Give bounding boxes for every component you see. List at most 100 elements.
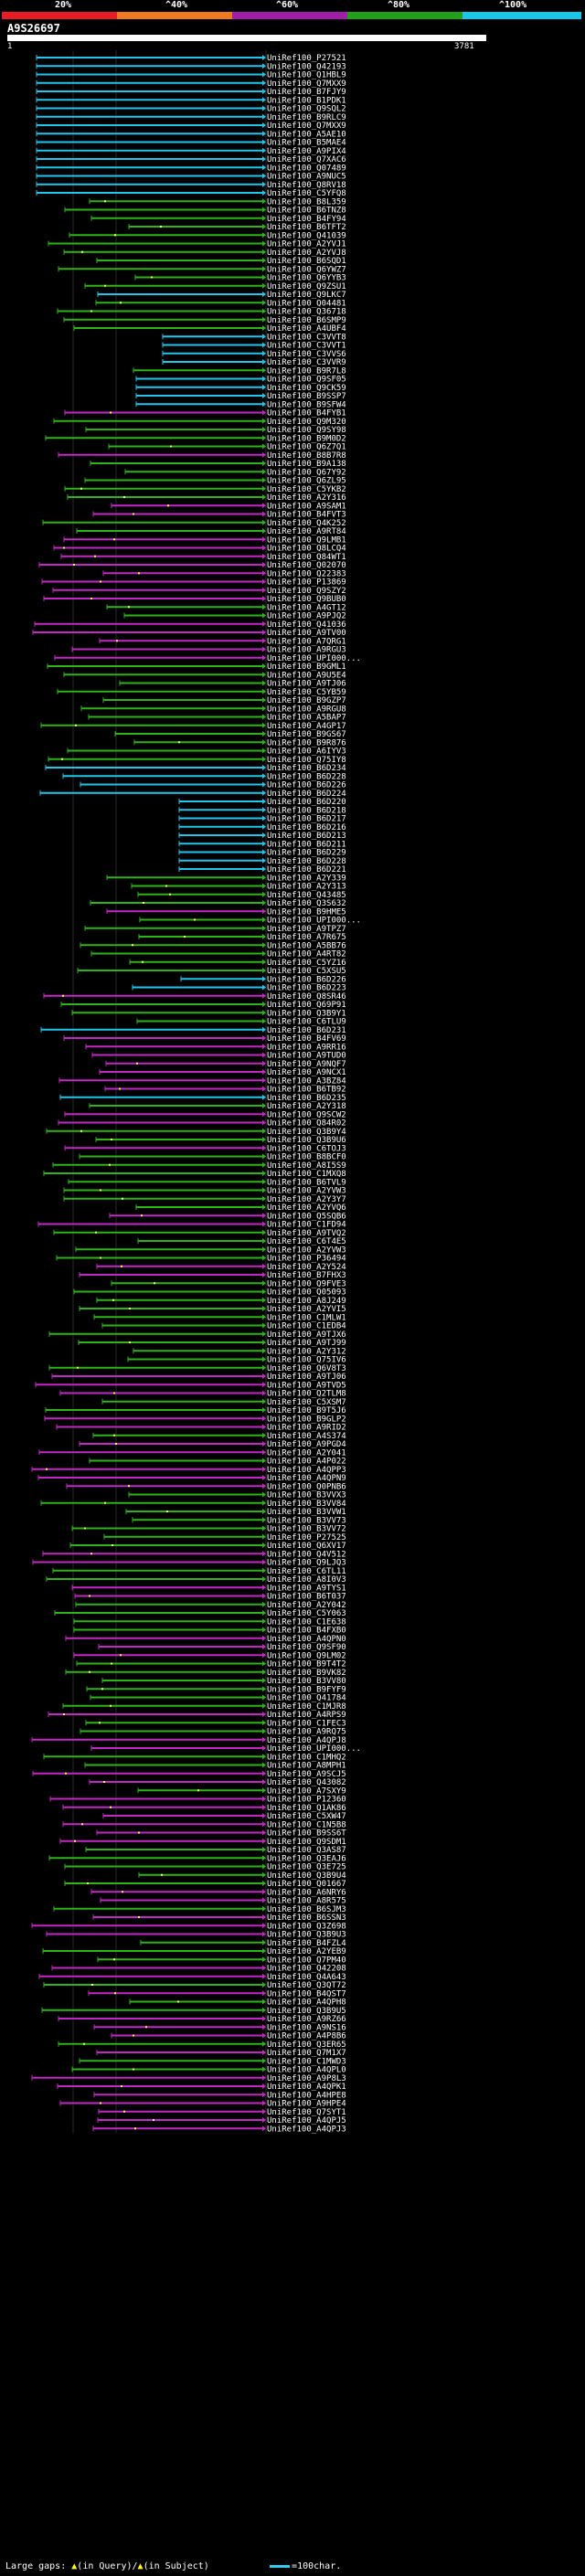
hit-label[interactable]: UniRef100_B9GLP2 — [267, 1415, 346, 1424]
hit-label[interactable]: UniRef100_A4RT82 — [267, 950, 346, 959]
hit-label[interactable]: UniRef100_A4QPJ5 — [267, 2116, 346, 2125]
hit-label[interactable]: UniRef100_A4QPK1 — [267, 2083, 346, 2092]
hit-label[interactable]: UniRef100_A4QPN0 — [267, 1635, 346, 1644]
hit-label[interactable]: UniRef100_Q43485 — [267, 891, 346, 900]
hit-label[interactable]: UniRef100_B1PDK1 — [267, 96, 346, 105]
hit-label[interactable]: UniRef100_C5XSU5 — [267, 967, 346, 976]
hit-label[interactable]: UniRef100_A7SXY9 — [267, 1786, 346, 1796]
hit-label[interactable]: UniRef100_Q9LMB1 — [267, 535, 346, 545]
hit-label[interactable]: UniRef100_A4QPP3 — [267, 1466, 346, 1475]
hit-label[interactable]: UniRef100_B9R876 — [267, 738, 346, 747]
hit-label[interactable]: UniRef100_B9GML1 — [267, 663, 346, 672]
hit-label[interactable]: UniRef100_Q7SYT1 — [267, 2108, 346, 2117]
hit-label[interactable]: UniRef100_B8L359 — [267, 197, 346, 207]
hit-label[interactable]: UniRef100_B6T037 — [267, 1593, 346, 1602]
hit-label[interactable]: UniRef100_B4FVT3 — [267, 511, 346, 520]
hit-label[interactable]: UniRef100_C1EDB4 — [267, 1322, 346, 1331]
hit-label[interactable]: UniRef100_A9TYS1 — [267, 1584, 346, 1593]
hit-label[interactable]: UniRef100_A2YVJ8 — [267, 249, 346, 258]
hit-label[interactable]: UniRef100_B6TB92 — [267, 1086, 346, 1095]
hit-label[interactable]: UniRef100_B6D217 — [267, 815, 346, 824]
hit-label[interactable]: UniRef100_A2Y312 — [267, 1347, 346, 1356]
hit-label[interactable]: UniRef100_C3VVT1 — [267, 342, 346, 351]
hit-label[interactable]: UniRef100_Q3B9Y4 — [267, 1128, 346, 1137]
hit-label[interactable]: UniRef100_Q43082 — [267, 1778, 346, 1787]
hit-label[interactable]: UniRef100_A4UBF4 — [267, 324, 346, 334]
hit-label[interactable]: UniRef100_B9T4T2 — [267, 1660, 346, 1670]
hit-label[interactable]: UniRef100_A9TPZ7 — [267, 925, 346, 934]
hit-label[interactable]: UniRef100_B9T5J6 — [267, 1406, 346, 1415]
hit-label[interactable]: UniRef100_P13869 — [267, 578, 346, 588]
hit-label[interactable]: UniRef100_A4QPL0 — [267, 2066, 346, 2075]
hit-label[interactable]: UniRef100_B4FZL4 — [267, 1939, 346, 1948]
hit-label[interactable]: UniRef100_Q3B9U5 — [267, 2007, 346, 2016]
hit-label[interactable]: UniRef100_B6TNZ8 — [267, 207, 346, 216]
hit-label[interactable]: UniRef100_B6D231 — [267, 1026, 346, 1035]
hit-label[interactable]: UniRef100_Q75IV6 — [267, 1356, 346, 1365]
hit-label[interactable]: UniRef100_B6D213 — [267, 832, 346, 841]
hit-label[interactable]: UniRef100_A2YVI5 — [267, 1305, 346, 1314]
hit-label[interactable]: UniRef100_B6D226 — [267, 975, 346, 984]
hit-label[interactable]: UniRef100_A9NS16 — [267, 2023, 346, 2032]
hit-label[interactable]: UniRef100_Q4K252 — [267, 519, 346, 528]
hit-label[interactable]: UniRef100_B3VV72 — [267, 1525, 346, 1534]
hit-label[interactable]: UniRef100_A8MPH1 — [267, 1762, 346, 1771]
hit-label[interactable]: UniRef100_Q8SR46 — [267, 992, 346, 1002]
hit-label[interactable]: UniRef100_C5YKB2 — [267, 485, 346, 494]
hit-label[interactable]: UniRef100_A2Y316 — [267, 493, 346, 503]
hit-label[interactable]: UniRef100_A6NRY6 — [267, 1888, 346, 1897]
hit-label[interactable]: UniRef100_B5MAE4 — [267, 139, 346, 148]
hit-label[interactable]: UniRef100_A9PJQ2 — [267, 612, 346, 621]
hit-label[interactable]: UniRef100_A5AE10 — [267, 130, 346, 139]
hit-label[interactable]: UniRef100_A4S374 — [267, 1432, 346, 1441]
hit-label[interactable]: UniRef100_A8J249 — [267, 1297, 346, 1306]
hit-label[interactable]: UniRef100_C1MJR8 — [267, 1702, 346, 1712]
hit-label[interactable]: UniRef100_A9P8L3 — [267, 2074, 346, 2083]
hit-label[interactable]: UniRef100_Q8RV18 — [267, 181, 346, 190]
hit-label[interactable]: UniRef100_Q3ER65 — [267, 2041, 346, 2050]
hit-label[interactable]: UniRef100_A4P022 — [267, 1458, 346, 1467]
hit-label[interactable]: UniRef100_B9SSP7 — [267, 392, 346, 401]
hit-label[interactable]: UniRef100_B3VVW1 — [267, 1508, 346, 1517]
hit-label[interactable]: UniRef100_A2Y313 — [267, 883, 346, 892]
hit-label[interactable]: UniRef100_A4QPJ8 — [267, 1736, 346, 1745]
hit-label[interactable]: UniRef100_A9NCX1 — [267, 1068, 346, 1077]
hit-label[interactable]: UniRef100_Q4A643 — [267, 1973, 346, 1982]
hit-label[interactable]: UniRef100_Q4V512 — [267, 1550, 346, 1559]
hit-label[interactable]: UniRef100_Q3Z698 — [267, 1922, 346, 1931]
hit-label[interactable]: UniRef100_B9GS67 — [267, 730, 346, 739]
hit-label[interactable]: UniRef100_C5XSM7 — [267, 1398, 346, 1407]
hit-label[interactable]: UniRef100_Q3B9U6 — [267, 1136, 346, 1145]
hit-label[interactable]: UniRef100_C1N5B8 — [267, 1820, 346, 1829]
hit-label[interactable]: UniRef100_A2YVQ6 — [267, 1203, 346, 1213]
hit-label[interactable]: UniRef100_Q6Z7Q1 — [267, 443, 346, 452]
hit-label[interactable]: UniRef100_P36494 — [267, 1255, 346, 1264]
hit-label[interactable]: UniRef100_A8I0V3 — [267, 1575, 346, 1585]
hit-label[interactable]: UniRef100_UPI000... — [267, 654, 361, 663]
hit-label[interactable]: UniRef100_A9SCJ5 — [267, 1770, 346, 1779]
hit-label[interactable]: UniRef100_Q42208 — [267, 1965, 346, 1974]
hit-label[interactable]: UniRef100_Q3E725 — [267, 1863, 346, 1872]
hit-label[interactable]: UniRef100_A9TV00 — [267, 629, 346, 638]
hit-label[interactable]: UniRef100_A9NQF7 — [267, 1060, 346, 1069]
hit-label[interactable]: UniRef100_B6SJM3 — [267, 1905, 346, 1914]
hit-label[interactable]: UniRef100_Q0PNB6 — [267, 1482, 346, 1491]
hit-label[interactable]: UniRef100_Q41036 — [267, 620, 346, 630]
hit-label[interactable]: UniRef100_A8I5S9 — [267, 1161, 346, 1171]
hit-label[interactable]: UniRef100_B8B7R8 — [267, 451, 346, 461]
hit-label[interactable]: UniRef100_Q3S632 — [267, 899, 346, 908]
hit-label[interactable]: UniRef100_B9SFW4 — [267, 400, 346, 409]
hit-label[interactable]: UniRef100_C1E638 — [267, 1617, 346, 1627]
hit-label[interactable]: UniRef100_C1FEC3 — [267, 1719, 346, 1728]
hit-label[interactable]: UniRef100_A9TVD5 — [267, 1381, 346, 1390]
hit-label[interactable]: UniRef100_A9SAM1 — [267, 502, 346, 511]
hit-label[interactable]: UniRef100_A2YVW3 — [267, 1187, 346, 1196]
hit-label[interactable]: UniRef100_B6SQD1 — [267, 257, 346, 266]
hit-label[interactable]: UniRef100_C5YB59 — [267, 688, 346, 697]
hit-label[interactable]: UniRef100_B4QST7 — [267, 1989, 346, 1998]
hit-label[interactable]: UniRef100_Q6YWZ7 — [267, 265, 346, 274]
hit-label[interactable]: UniRef100_B9M0D2 — [267, 434, 346, 443]
hit-label[interactable]: UniRef100_B6D224 — [267, 790, 346, 799]
hit-label[interactable]: UniRef100_A9TVQ2 — [267, 1229, 346, 1238]
hit-label[interactable]: UniRef100_C5YFQ8 — [267, 189, 346, 198]
